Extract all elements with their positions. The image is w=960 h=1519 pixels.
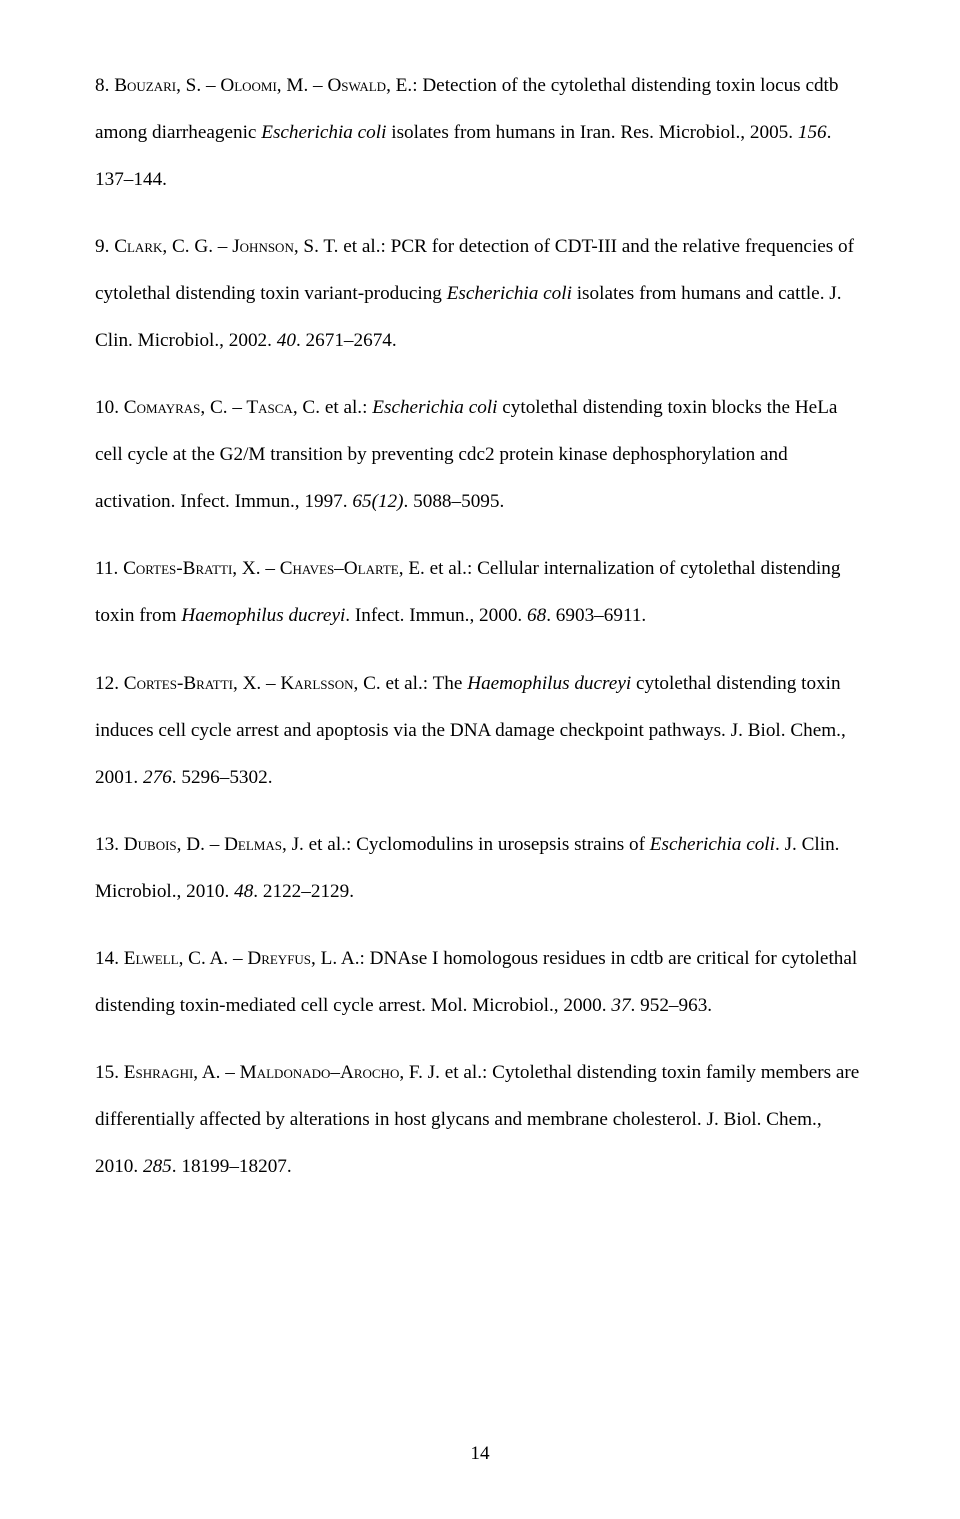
ref-authors-tail: et al.	[440, 1062, 482, 1083]
ref-text: : The	[423, 673, 467, 694]
ref-volume: 68	[527, 605, 546, 626]
reference-item: 13. Dubois, D. – Delmas, J. et al.: Cycl…	[95, 821, 865, 915]
reference-item: 12. Cortes-Bratti, X. – Karlsson, C. et …	[95, 660, 865, 801]
ref-authors-tail: et al.	[304, 834, 346, 855]
ref-authors-tail: et al.	[425, 558, 467, 579]
ref-italic: Haemophilus ducreyi	[467, 673, 631, 694]
ref-italic: Escherichia coli	[372, 397, 497, 418]
ref-pages: . 952–963.	[631, 995, 713, 1016]
ref-pages: . 6903–6911.	[546, 605, 646, 626]
ref-pages: . 5296–5302.	[172, 767, 273, 788]
ref-number: 15	[95, 1062, 114, 1083]
ref-number: 14	[95, 948, 114, 969]
ref-authors-tail: et al.	[381, 673, 423, 694]
ref-number: 8	[95, 75, 105, 96]
ref-number: 11	[95, 558, 113, 579]
page-number: 14	[0, 1443, 960, 1465]
ref-pages: . 2122–2129.	[253, 881, 354, 902]
ref-italic: Escherichia coli	[447, 283, 572, 304]
ref-italic: Haemophilus ducreyi	[181, 605, 345, 626]
ref-authors: Dubois, D. – Delmas, J.	[124, 834, 304, 855]
ref-volume: 285	[143, 1156, 172, 1177]
ref-volume: 37	[611, 995, 630, 1016]
ref-text: :	[362, 397, 372, 418]
ref-authors: Clark, C. G. – Johnson, S. T.	[114, 236, 338, 257]
ref-number: 12	[95, 673, 114, 694]
ref-pages: . 2671–2674.	[296, 330, 397, 351]
ref-authors: Cortes-Bratti, X. – Karlsson, C.	[124, 673, 381, 694]
ref-number: 13	[95, 834, 114, 855]
ref-volume: 48	[234, 881, 253, 902]
ref-authors-tail: et al.	[338, 236, 380, 257]
page-container: 8. Bouzari, S. – Oloomi, M. – Oswald, E.…	[0, 0, 960, 1519]
reference-item: 10. Comayras, C. – Tasca, C. et al.: Esc…	[95, 384, 865, 525]
reference-item: 8. Bouzari, S. – Oloomi, M. – Oswald, E.…	[95, 62, 865, 203]
ref-authors: Eshraghi, A. – Maldonado–Arocho, F. J.	[124, 1062, 440, 1083]
reference-item: 15. Eshraghi, A. – Maldonado–Arocho, F. …	[95, 1049, 865, 1190]
ref-number: 10	[95, 397, 114, 418]
ref-authors-tail: et al.	[320, 397, 362, 418]
reference-item: 9. Clark, C. G. – Johnson, S. T. et al.:…	[95, 223, 865, 364]
ref-authors: Comayras, C. – Tasca, C.	[124, 397, 320, 418]
reference-item: 11. Cortes-Bratti, X. – Chaves–Olarte, E…	[95, 545, 865, 639]
ref-text: : Cyclomodulins in urosepsis strains of	[346, 834, 650, 855]
ref-authors: Bouzari, S. – Oloomi, M. – Oswald, E.	[114, 75, 412, 96]
ref-authors: Cortes-Bratti, X. – Chaves–Olarte, E.	[123, 558, 425, 579]
ref-volume: 40	[277, 330, 296, 351]
ref-text: isolates from humans in Iran. Res. Micro…	[386, 122, 797, 143]
ref-italic: Escherichia coli	[261, 122, 386, 143]
ref-volume: 156	[798, 122, 827, 143]
reference-item: 14. Elwell, C. A. – Dreyfus, L. A.: DNAs…	[95, 935, 865, 1029]
ref-number: 9	[95, 236, 105, 257]
ref-pages: . 18199–18207.	[172, 1156, 292, 1177]
ref-authors: Elwell, C. A. – Dreyfus, L. A.	[124, 948, 360, 969]
ref-volume: 276	[143, 767, 172, 788]
ref-italic: Escherichia coli	[650, 834, 775, 855]
ref-pages: . 5088–5095.	[404, 491, 505, 512]
ref-text: . Infect. Immun., 2000.	[345, 605, 527, 626]
ref-volume: 65(12)	[352, 491, 403, 512]
